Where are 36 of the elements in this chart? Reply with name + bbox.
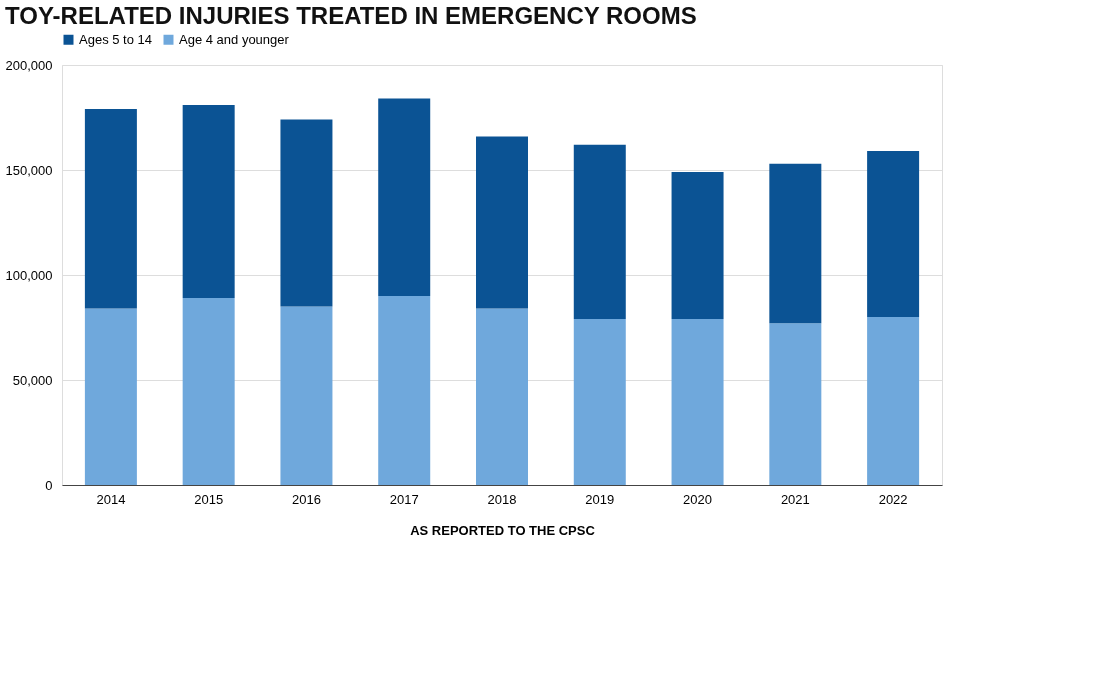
bar xyxy=(671,172,724,320)
x-tick-label: 2014 xyxy=(96,491,126,507)
legend-label: Age 4 and younger xyxy=(179,31,290,47)
x-tick-label: 2016 xyxy=(291,491,321,507)
bar xyxy=(671,319,724,485)
bar xyxy=(476,308,528,485)
bar xyxy=(84,109,137,309)
x-tick-label: 2015 xyxy=(194,491,224,507)
y-tick-label: 0 xyxy=(45,477,53,493)
bar xyxy=(378,296,431,485)
x-tick-label: 2020 xyxy=(683,491,713,507)
x-tick-label: 2018 xyxy=(487,491,517,507)
y-tick-label: 50,000 xyxy=(12,372,53,388)
bar xyxy=(573,319,626,485)
x-tick-label: 2021 xyxy=(780,491,810,507)
bar xyxy=(867,151,920,317)
x-tick-label: 2022 xyxy=(878,491,908,507)
bar xyxy=(769,163,822,324)
bar xyxy=(769,323,822,485)
bar xyxy=(476,136,528,309)
bar xyxy=(280,119,333,307)
x-tick-label: 2017 xyxy=(389,491,419,507)
bar xyxy=(573,144,626,320)
bar xyxy=(182,104,235,299)
y-tick-label: 150,000 xyxy=(5,162,53,178)
bar xyxy=(182,298,235,485)
x-tick-label: 2019 xyxy=(585,491,615,507)
x-axis-title: AS REPORTED TO THE CPSC xyxy=(410,522,596,538)
bar xyxy=(867,317,920,485)
bar xyxy=(84,308,137,485)
y-tick-label: 100,000 xyxy=(5,267,53,283)
bar xyxy=(378,98,431,296)
legend-label: Ages 5 to 14 xyxy=(79,31,152,47)
bar xyxy=(280,306,333,485)
y-tick-label: 200,000 xyxy=(5,57,53,73)
chart-title: TOY-RELATED INJURIES TREATED IN EMERGENCY ROOMS xyxy=(5,2,697,29)
